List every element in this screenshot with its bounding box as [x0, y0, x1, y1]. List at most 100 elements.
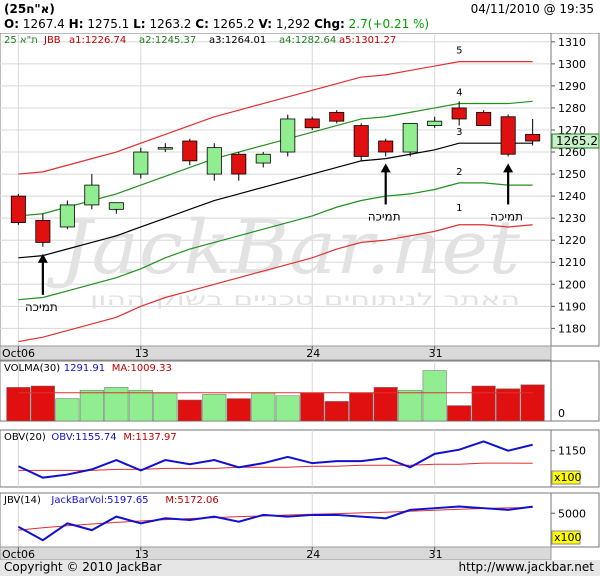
volume-bar: [79, 389, 104, 422]
jbv-tick-label: 5000: [558, 507, 586, 520]
chart-date: 04/11/2010 @ 19:35: [470, 2, 594, 16]
volume-bar: [349, 392, 374, 422]
time-tick-label: 24: [306, 347, 320, 360]
candle: [500, 116, 516, 155]
volume-value: 1,292: [275, 17, 311, 31]
time-axis: [0, 345, 552, 361]
chg-value: 2.7(+0.21 %): [348, 17, 430, 31]
price-tick-label: 1310: [558, 36, 586, 49]
price-tick-label: 1230: [558, 212, 586, 225]
support-arrowhead-3: [503, 163, 514, 173]
price-tick-label: 1210: [558, 256, 586, 269]
obv-ma-value: M:1137.97: [123, 432, 176, 443]
band-line-a1: [18, 224, 533, 343]
volume-value: 1291.91: [64, 363, 105, 374]
low-label: L:: [133, 17, 146, 31]
volume-bar: [275, 395, 300, 422]
last-price-tag: [551, 133, 600, 149]
price-tick-label: 1250: [558, 168, 586, 181]
volume-bar: [30, 385, 55, 422]
candle: [157, 147, 173, 150]
support-label-2: תמיכה: [368, 209, 401, 223]
bottom-time-tick-label: 31: [429, 548, 443, 560]
candle: [378, 140, 394, 153]
volume-title: VOLMA(30): [4, 363, 60, 374]
legend-symbol: 25 ת"א: [4, 35, 38, 46]
chart-title: (25א"ח): [4, 2, 55, 16]
time-tick-label: 13: [135, 347, 149, 360]
legend-a4: a4:1282.64: [279, 35, 336, 46]
support-arrowhead-2: [380, 163, 391, 173]
quote-line: O: 1267.4 H: 1275.1 L: 1263.2 C: 1265.2 …: [4, 17, 429, 31]
legend-a1: a1:1226.74: [69, 35, 126, 46]
volume-bar: [153, 392, 178, 422]
obv-title: OBV(20): [4, 432, 46, 443]
price-tick-label: 1280: [558, 102, 586, 115]
obv-line: [17, 440, 533, 479]
bottom-time-tick-label: 13: [135, 548, 149, 560]
volume-bar: [177, 399, 202, 422]
candle: [451, 107, 467, 120]
bottom-time-tick-label: Oct06: [2, 548, 35, 560]
volume-bar: [251, 392, 276, 422]
candle: [10, 195, 26, 223]
candle: [427, 120, 443, 126]
obv-value: OBV:1155.74: [51, 432, 116, 443]
volume-bar: [398, 389, 423, 422]
volume-zero-label: 0: [558, 407, 565, 420]
band-line-a5: [18, 61, 533, 175]
watermark-tagline: האתר לניתוחים טכניים בשוק ההון: [90, 290, 520, 310]
watermark-brand: JackBar.net: [46, 205, 520, 291]
volume-bar: [520, 384, 545, 422]
high-label: H:: [68, 17, 84, 31]
chg-label: Chg:: [314, 17, 345, 31]
price-axis: [550, 33, 600, 347]
obv-panel: [0, 429, 552, 488]
price-tick-label: 1300: [558, 58, 586, 71]
footer: Copyright © 2010 JackBar http://www.jack…: [0, 560, 600, 576]
price-tick-label: 1190: [558, 300, 586, 313]
jbv-multiplier-tag: [551, 530, 581, 545]
volume-bar: [471, 385, 496, 422]
legend-a5: a5:1301.27: [339, 35, 396, 46]
candle: [206, 147, 222, 175]
volume-bar: [300, 392, 325, 422]
band-label-2: 2: [456, 167, 462, 178]
band-label-5: 5: [456, 46, 462, 57]
chart-canvas: 1180119012001210122012301240125012601270…: [0, 33, 600, 560]
price-tick-label: 1240: [558, 190, 586, 203]
candle: [329, 111, 345, 122]
volume-bar: [496, 388, 521, 422]
high-value: 1275.1: [87, 17, 130, 31]
candle: [304, 118, 320, 129]
jbv-ma-value: M:5172.06: [165, 495, 218, 506]
legend-indicator: JBB: [43, 35, 61, 46]
price-tick-label: 1200: [558, 278, 586, 291]
band-line-a3: [18, 142, 533, 259]
close-value: 1265.2: [212, 17, 255, 31]
chart-header: (25א"ח) 04/11/2010 @ 19:35 O: 1267.4 H: …: [0, 0, 600, 33]
jbv-value: JackBarVol:5197.65: [50, 495, 148, 506]
volume-bar: [104, 387, 129, 422]
time-tick-label: Oct06: [2, 347, 35, 360]
band-line-a4: [18, 100, 533, 217]
bottom-time-tick-label: 24: [306, 548, 320, 560]
obv-tick-label: 1150: [558, 445, 586, 458]
candle: [255, 153, 271, 164]
volume-bar: [422, 370, 447, 422]
volume-bar: [128, 389, 153, 422]
close-label: C:: [195, 17, 209, 31]
candle: [182, 140, 198, 162]
volume-bar: [324, 401, 349, 422]
obv-multiplier-label: x100: [554, 471, 582, 484]
time-tick-label: 31: [429, 347, 443, 360]
candle: [476, 111, 492, 126]
price-tick-label: 1220: [558, 234, 586, 247]
copyright: Copyright © 2010 JackBar: [4, 560, 162, 574]
obv-ma-line: [18, 462, 533, 471]
volume-axis: [550, 360, 600, 422]
candle: [133, 151, 149, 175]
price-tick-label: 1180: [558, 322, 586, 335]
volume-bar: [55, 398, 80, 422]
volume-label: V:: [258, 17, 273, 31]
